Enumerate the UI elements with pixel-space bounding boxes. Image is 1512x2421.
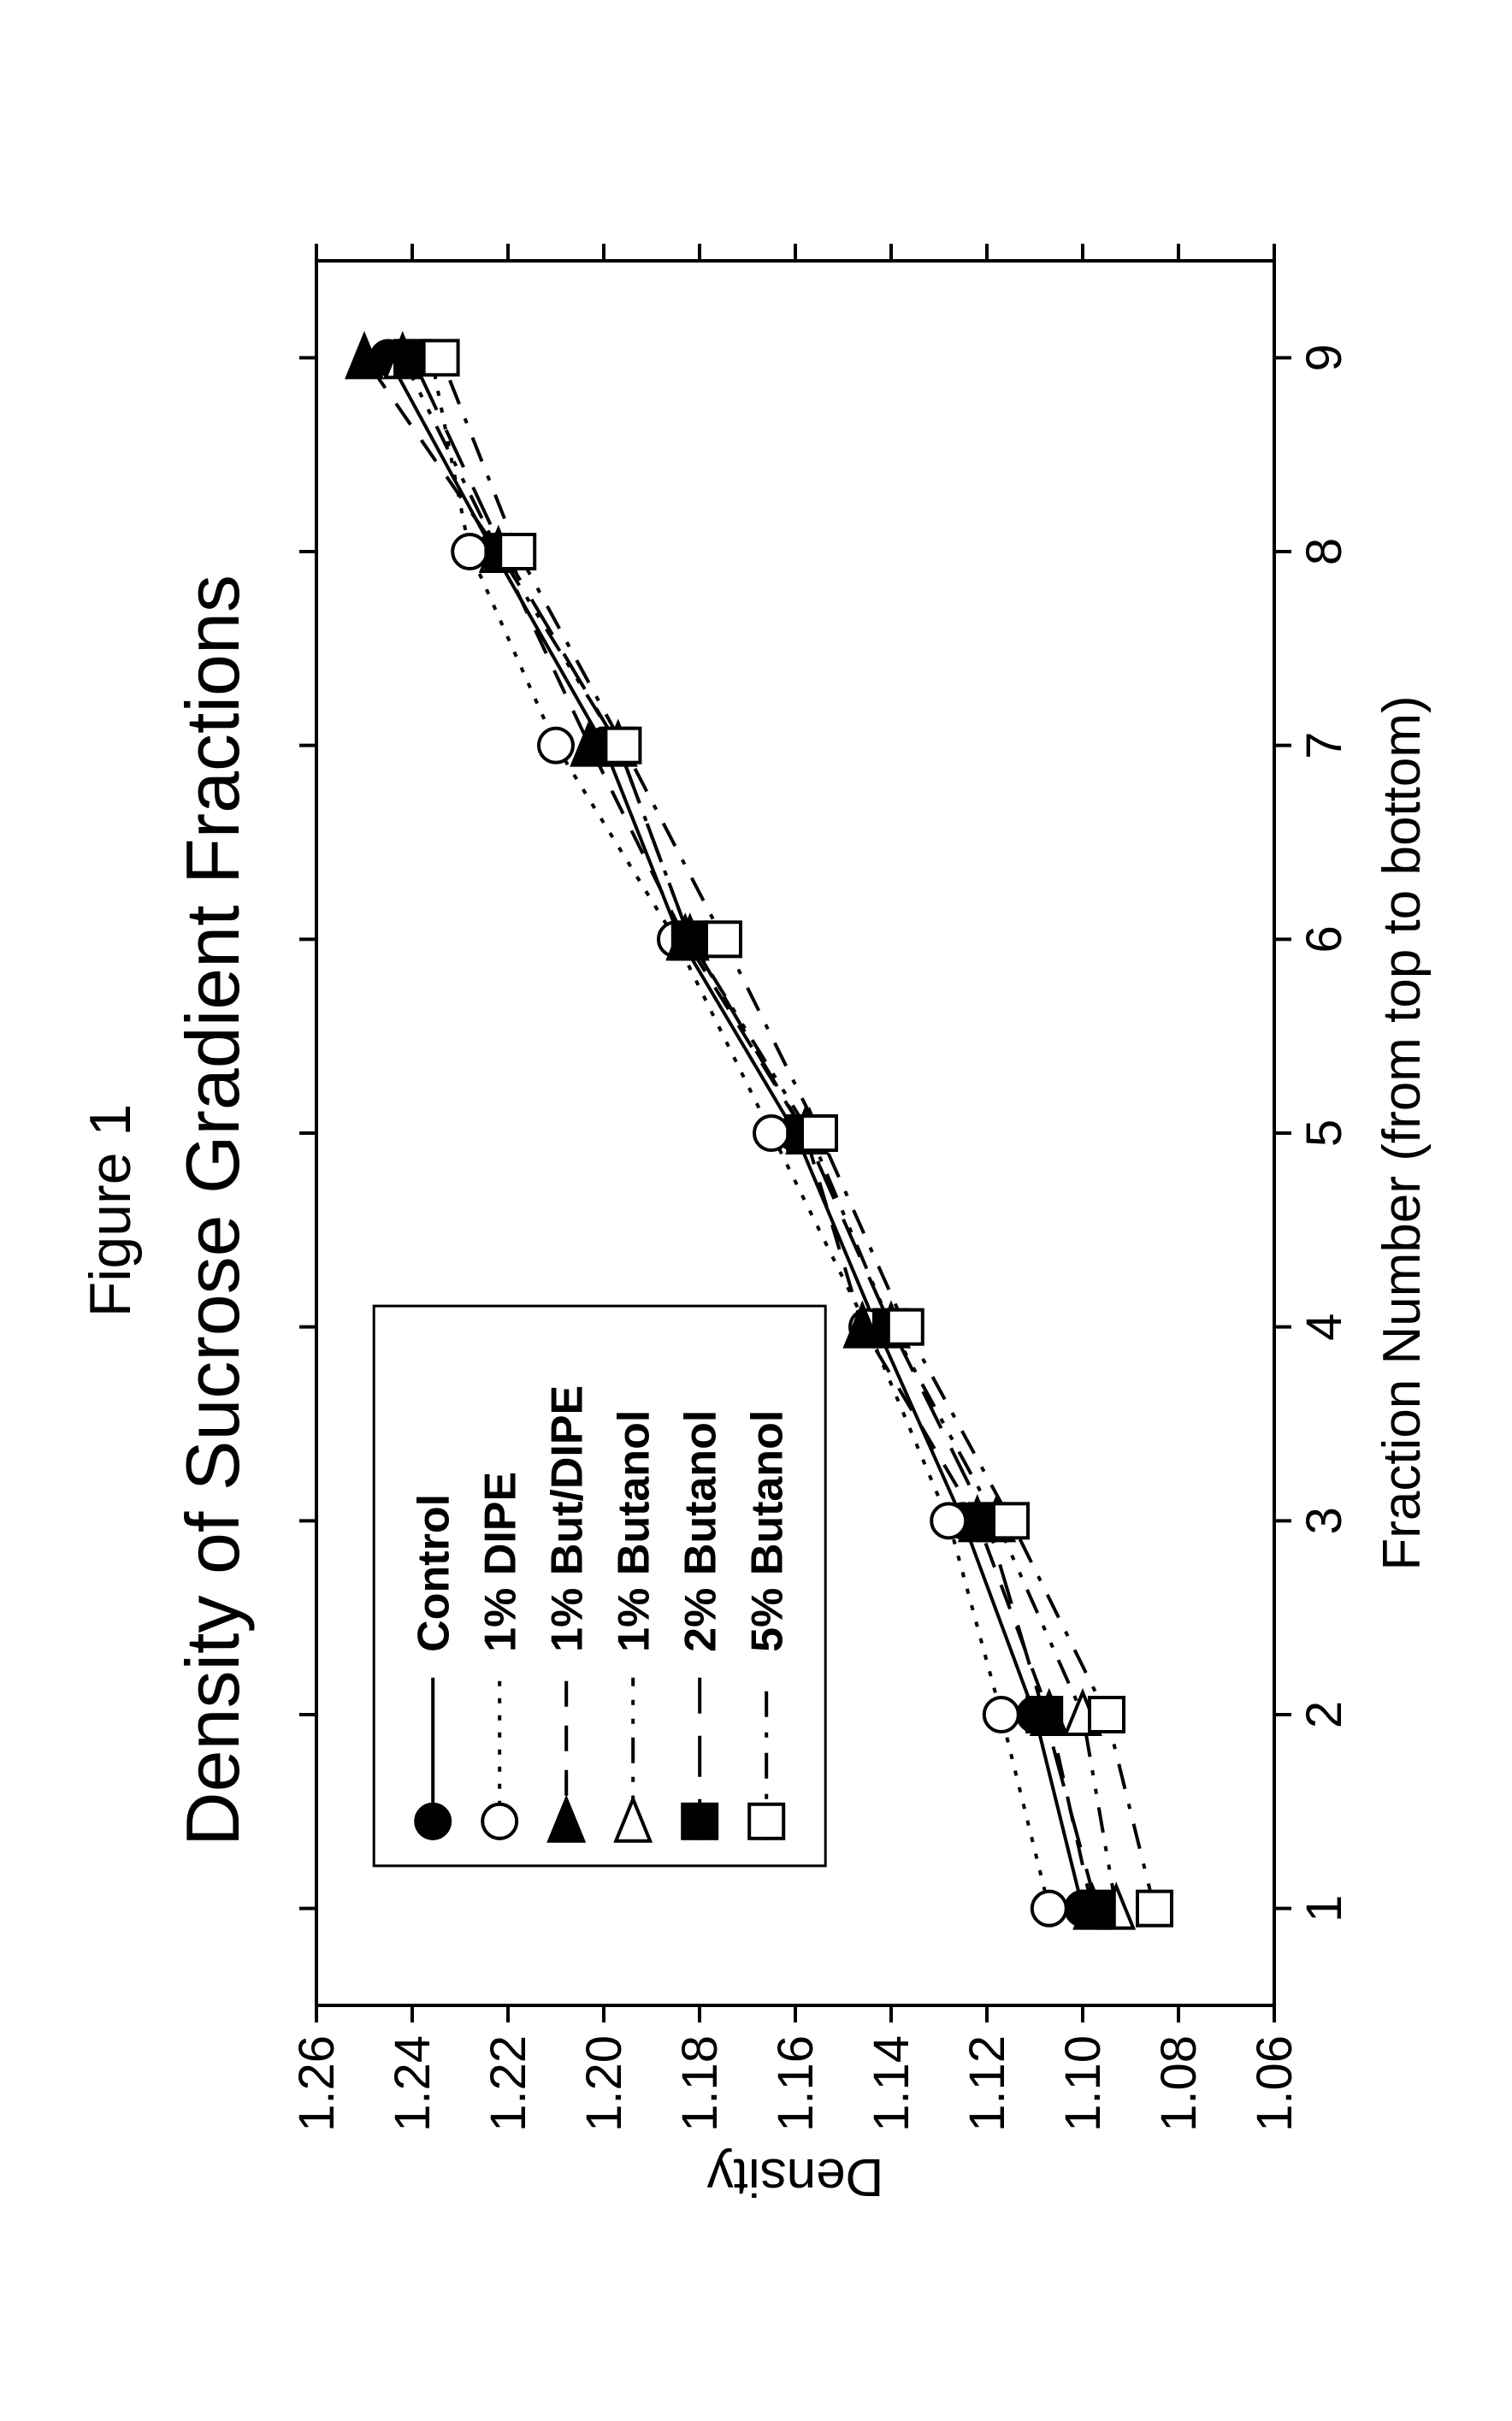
svg-text:5: 5 bbox=[1296, 1119, 1352, 1147]
svg-text:1.16: 1.16 bbox=[768, 2036, 824, 2133]
svg-text:1.26: 1.26 bbox=[289, 2036, 345, 2133]
chart-title: Density of Sucrose Gradient Fractions bbox=[169, 0, 257, 2421]
svg-text:Control: Control bbox=[409, 1494, 458, 1652]
svg-text:1.10: 1.10 bbox=[1055, 2036, 1111, 2133]
svg-text:2% Butanol: 2% Butanol bbox=[676, 1410, 725, 1652]
svg-text:Density: Density bbox=[707, 2148, 884, 2207]
svg-text:8: 8 bbox=[1296, 538, 1352, 565]
svg-text:Fraction Number (from top to b: Fraction Number (from top to bottom) bbox=[1373, 696, 1432, 1571]
svg-text:1% Butanol: 1% Butanol bbox=[609, 1410, 659, 1652]
svg-text:4: 4 bbox=[1296, 1314, 1352, 1341]
svg-text:1.06: 1.06 bbox=[1247, 2036, 1302, 2133]
svg-text:1.14: 1.14 bbox=[864, 2036, 919, 2133]
svg-text:1.08: 1.08 bbox=[1151, 2036, 1207, 2133]
chart-area: 1.06 1.08 1.10 1.12 1.14 1.16 1.18 1.20 1.22 1.24… bbox=[265, 193, 1445, 2229]
svg-text:1.22: 1.22 bbox=[481, 2036, 536, 2133]
density-chart: 1.06 1.08 1.10 1.12 1.14 1.16 1.18 1.20 1.22 1.24… bbox=[265, 193, 1445, 2229]
svg-text:6: 6 bbox=[1296, 926, 1352, 954]
svg-text:1: 1 bbox=[1296, 1895, 1352, 1922]
rotated-figure-container: Figure 1 Density of Sucrose Gradient Fra… bbox=[0, 0, 1512, 2421]
figure-label: Figure 1 bbox=[77, 0, 144, 2421]
svg-text:1% But/DIPE: 1% But/DIPE bbox=[542, 1385, 592, 1652]
svg-text:5% Butanol: 5% Butanol bbox=[742, 1410, 792, 1652]
svg-text:9: 9 bbox=[1296, 345, 1352, 372]
svg-text:1% DIPE: 1% DIPE bbox=[475, 1472, 525, 1652]
svg-text:1.18: 1.18 bbox=[672, 2036, 728, 2133]
svg-text:1.24: 1.24 bbox=[385, 2036, 440, 2133]
svg-text:7: 7 bbox=[1296, 732, 1352, 759]
svg-text:2: 2 bbox=[1296, 1701, 1352, 1728]
svg-text:3: 3 bbox=[1296, 1508, 1352, 1535]
svg-text:1.12: 1.12 bbox=[960, 2036, 1015, 2133]
svg-text:1.20: 1.20 bbox=[576, 2036, 632, 2133]
page: Figure 1 Density of Sucrose Gradient Fra… bbox=[0, 0, 1512, 2421]
